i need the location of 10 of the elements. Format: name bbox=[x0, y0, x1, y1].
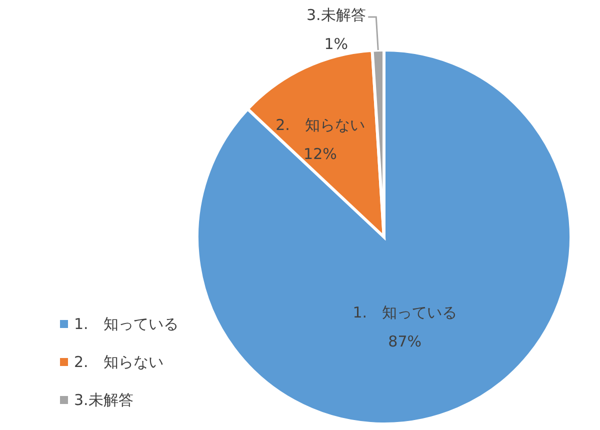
slice-label: 1. 知っている bbox=[352, 303, 458, 322]
pie-slice bbox=[196, 48, 572, 426]
data-label: 12% bbox=[304, 144, 337, 163]
slice-label: 2. 知らない bbox=[276, 116, 365, 134]
slice-label: 3.未解答 bbox=[306, 6, 366, 24]
data-label: 87% bbox=[388, 332, 422, 350]
legend-label: 2. 知らない bbox=[74, 353, 164, 371]
legend-label: 1. 知っている bbox=[74, 315, 178, 333]
data-label: 1% bbox=[324, 35, 348, 53]
legend-label: 3.未解答 bbox=[74, 391, 134, 409]
